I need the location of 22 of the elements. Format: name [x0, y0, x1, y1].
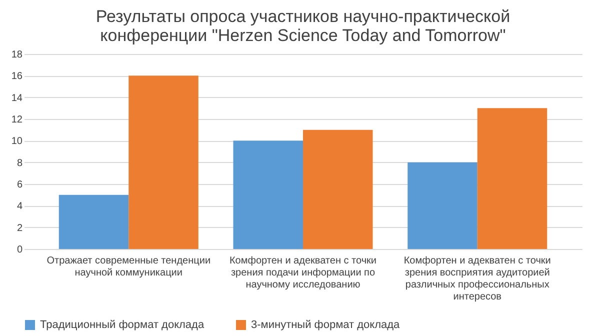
bar	[303, 130, 373, 249]
y-tick-label: 2	[16, 222, 23, 234]
y-tick-label: 8	[16, 158, 23, 169]
bar	[477, 108, 548, 249]
x-tick-label: Комфортен и адекватен с точки зрения восприятия аудиторией различных профессиональных интересов	[404, 256, 551, 302]
bar	[58, 194, 129, 249]
y-tick-label: 14	[11, 92, 23, 104]
bar	[408, 162, 478, 249]
y-tick-label: 4	[16, 201, 23, 212]
y-tick-label: 10	[11, 136, 23, 148]
x-tick-label: Отражает современные тенденции научной коммуникации	[46, 256, 211, 278]
y-tick-label: 16	[11, 71, 23, 82]
chart-title: Результаты опроса участников научно-практической конференции "Herzen Science Today and Tomorrow"	[96, 7, 510, 45]
y-tick-label: 18	[11, 50, 23, 60]
bar	[233, 140, 303, 249]
legend-label: Традиционный формат доклада	[40, 319, 205, 331]
x-tick-label: Комфортен и адекватен с точки зрения подачи информации по научному исследованию	[229, 256, 377, 290]
y-tick-label: 12	[11, 114, 23, 126]
bar	[128, 76, 198, 249]
y-tick-label: 0	[16, 244, 23, 256]
y-tick-label: 6	[16, 180, 23, 190]
legend-label: 3-минутный формат доклада	[251, 319, 401, 331]
